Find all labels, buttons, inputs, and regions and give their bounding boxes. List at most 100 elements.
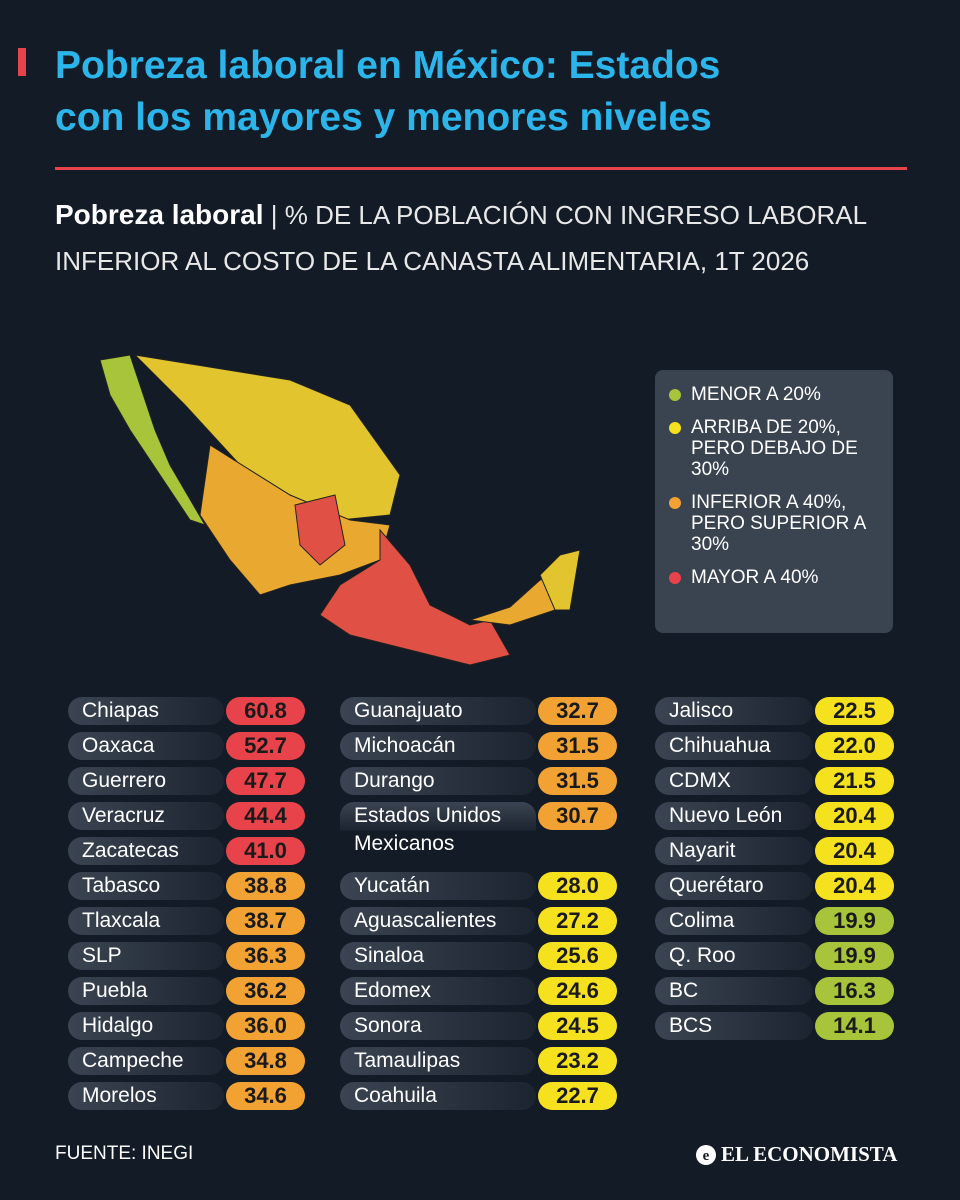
state-name: Durango bbox=[340, 767, 536, 795]
subtitle-bold: Pobreza laboral bbox=[55, 199, 264, 230]
value-badge: 60.8 bbox=[226, 697, 305, 725]
value-badge: 20.4 bbox=[815, 837, 894, 865]
table-row: Tamaulipas 23.2 bbox=[340, 1047, 617, 1075]
value-badge: 16.3 bbox=[815, 977, 894, 1005]
value-badge: 31.5 bbox=[538, 732, 617, 760]
map bbox=[99, 354, 581, 666]
table-row: Sonora 24.5 bbox=[340, 1012, 617, 1040]
legend-text: INFERIOR A 40%, PERO SUPERIOR A 30% bbox=[691, 492, 866, 555]
legend-dot bbox=[669, 422, 681, 434]
value-badge: 32.7 bbox=[538, 697, 617, 725]
value-badge: 34.8 bbox=[226, 1047, 305, 1075]
state-name: Aguascalientes bbox=[340, 907, 536, 935]
value-badge: 20.4 bbox=[815, 872, 894, 900]
legend-text: ARRIBA DE 20%, PERO DEBAJO DE 30% bbox=[691, 417, 858, 480]
table-row: Michoacán 31.5 bbox=[340, 732, 617, 760]
legend-item: MENOR A 20% bbox=[669, 384, 879, 405]
value-badge: 30.7 bbox=[538, 802, 617, 830]
table-row: Zacatecas 41.0 bbox=[68, 837, 305, 865]
state-name: Estados Unidos Mexicanos bbox=[340, 802, 536, 865]
subtitle: Pobreza laboral | % DE LA POBLACIÓN CON … bbox=[55, 192, 915, 284]
subtitle-text: % DE LA POBLACIÓN CON INGRESO LABORAL IN… bbox=[55, 200, 867, 276]
map-region bbox=[99, 354, 207, 526]
legend-item: INFERIOR A 40%, PERO SUPERIOR A 30% bbox=[669, 492, 879, 555]
value-badge: 52.7 bbox=[226, 732, 305, 760]
value-badge: 36.3 bbox=[226, 942, 305, 970]
state-name: Jalisco bbox=[655, 697, 813, 725]
table-row: Hidalgo 36.0 bbox=[68, 1012, 305, 1040]
state-name: Campeche bbox=[68, 1047, 224, 1075]
state-name: Oaxaca bbox=[68, 732, 224, 760]
state-name: Sinaloa bbox=[340, 942, 536, 970]
state-name: Guerrero bbox=[68, 767, 224, 795]
brand-name: EL ECONOMISTA bbox=[721, 1142, 898, 1166]
legend-item: MAYOR A 40% bbox=[669, 567, 879, 588]
table-row: Edomex 24.6 bbox=[340, 977, 617, 1005]
table-row: Coahuila 22.7 bbox=[340, 1082, 617, 1110]
state-name: Nayarit bbox=[655, 837, 813, 865]
table-row: Aguascalientes 27.2 bbox=[340, 907, 617, 935]
state-name: Michoacán bbox=[340, 732, 536, 760]
value-badge: 24.6 bbox=[538, 977, 617, 1005]
legend-dot bbox=[669, 572, 681, 584]
state-name: Coahuila bbox=[340, 1082, 536, 1110]
state-name: Chihuahua bbox=[655, 732, 813, 760]
state-name: SLP bbox=[68, 942, 224, 970]
table-row: Veracruz 44.4 bbox=[68, 802, 305, 830]
table-row: Puebla 36.2 bbox=[68, 977, 305, 1005]
state-name: Edomex bbox=[340, 977, 536, 1005]
title: Pobreza laboral en México: Estados con lo… bbox=[55, 40, 935, 144]
state-name: Q. Roo bbox=[655, 942, 813, 970]
value-badge: 34.6 bbox=[226, 1082, 305, 1110]
table-row: Nayarit 20.4 bbox=[655, 837, 894, 865]
source: FUENTE: INEGI bbox=[55, 1143, 194, 1164]
value-badge: 28.0 bbox=[538, 872, 617, 900]
table-row: Estados Unidos Mexicanos 30.7 bbox=[340, 802, 617, 865]
legend: MENOR A 20% ARRIBA DE 20%, PERO DEBAJO DE… bbox=[655, 370, 893, 633]
state-name: Tlaxcala bbox=[68, 907, 224, 935]
value-badge: 22.5 bbox=[815, 697, 894, 725]
value-badge: 14.1 bbox=[815, 1012, 894, 1040]
table-row: Jalisco 22.5 bbox=[655, 697, 894, 725]
brand: e EL ECONOMISTA bbox=[695, 1142, 897, 1167]
table-row: Querétaro 20.4 bbox=[655, 872, 894, 900]
table-row: Q. Roo 19.9 bbox=[655, 942, 894, 970]
table-row: SLP 36.3 bbox=[68, 942, 305, 970]
table-column: Guanajuato 32.7 Michoacán 31.5 Durango 31.5 Es… bbox=[340, 697, 617, 1117]
table-column: Chiapas 60.8 Oaxaca 52.7 Guerrero 47.7 Veracru… bbox=[68, 697, 305, 1117]
value-badge: 44.4 bbox=[226, 802, 305, 830]
state-name: Chiapas bbox=[68, 697, 224, 725]
state-name: CDMX bbox=[655, 767, 813, 795]
state-name: Hidalgo bbox=[68, 1012, 224, 1040]
value-badge: 41.0 bbox=[226, 837, 305, 865]
state-name: Nuevo León bbox=[655, 802, 813, 830]
value-badge: 22.7 bbox=[538, 1082, 617, 1110]
title-line: Pobreza laboral en México: Estados bbox=[55, 44, 721, 87]
legend-text: MENOR A 20% bbox=[691, 384, 821, 405]
state-name: Guanajuato bbox=[340, 697, 536, 725]
table-row: BC 16.3 bbox=[655, 977, 894, 1005]
state-name: Zacatecas bbox=[68, 837, 224, 865]
state-name: Querétaro bbox=[655, 872, 813, 900]
table-row: Yucatán 28.0 bbox=[340, 872, 617, 900]
state-name: Yucatán bbox=[340, 872, 536, 900]
legend-dot bbox=[669, 497, 681, 509]
table-row: Chihuahua 22.0 bbox=[655, 732, 894, 760]
table-row: Campeche 34.8 bbox=[68, 1047, 305, 1075]
legend-dot bbox=[669, 389, 681, 401]
value-badge: 19.9 bbox=[815, 942, 894, 970]
table-row: Chiapas 60.8 bbox=[68, 697, 305, 725]
state-name: Colima bbox=[655, 907, 813, 935]
value-badge: 21.5 bbox=[815, 767, 894, 795]
value-badge: 47.7 bbox=[226, 767, 305, 795]
separator: | bbox=[270, 200, 278, 230]
table-row: Durango 31.5 bbox=[340, 767, 617, 795]
value-badge: 22.0 bbox=[815, 732, 894, 760]
map-region bbox=[539, 549, 581, 611]
table-row: BCS 14.1 bbox=[655, 1012, 894, 1040]
value-badge: 31.5 bbox=[538, 767, 617, 795]
value-badge: 36.2 bbox=[226, 977, 305, 1005]
value-badge: 36.0 bbox=[226, 1012, 305, 1040]
table-row: Sinaloa 25.6 bbox=[340, 942, 617, 970]
